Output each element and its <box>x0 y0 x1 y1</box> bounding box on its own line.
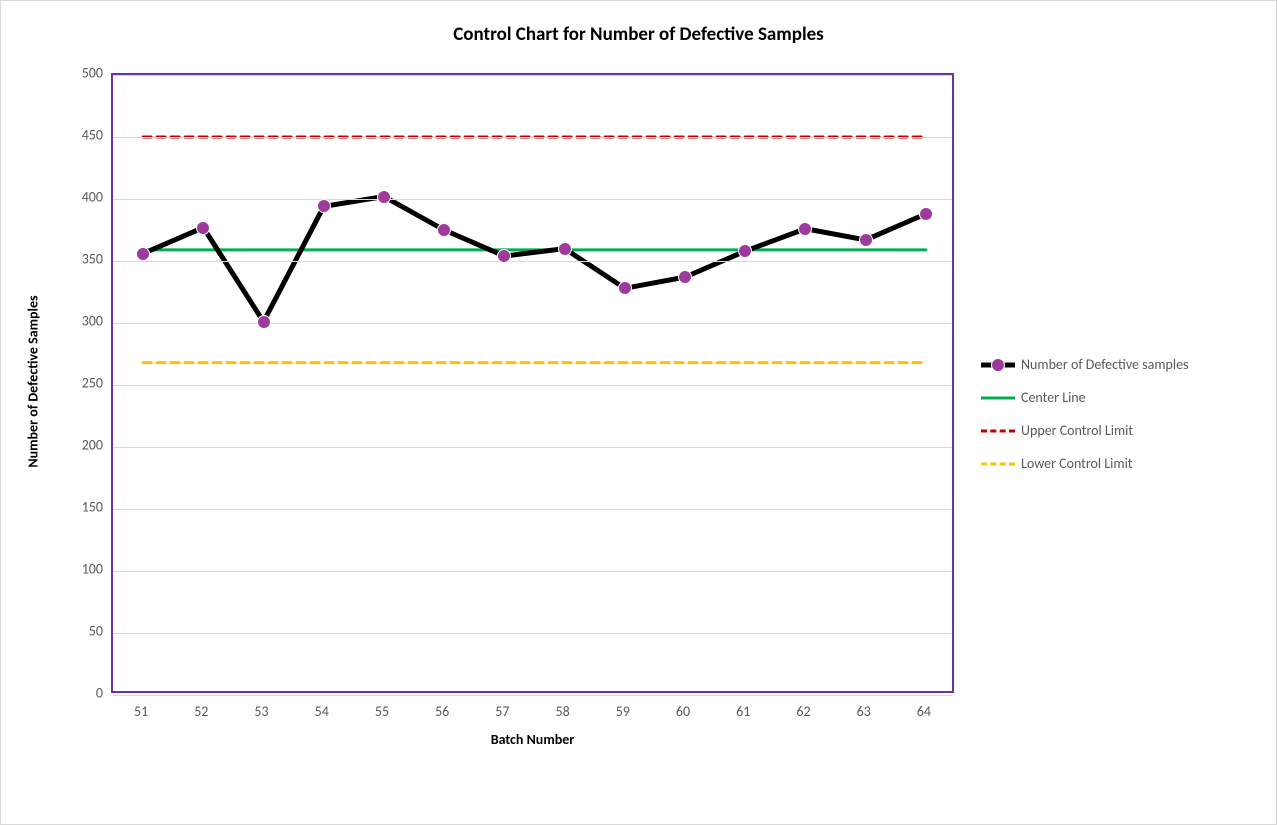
y-axis-title: Number of Defective Samples <box>25 282 42 482</box>
y-tick-label: 200 <box>63 437 103 454</box>
legend-item-center: Center Line <box>981 389 1189 406</box>
data-marker <box>136 247 150 261</box>
x-tick-label: 59 <box>616 703 630 720</box>
legend-label-defective: Number of Defective samples <box>1021 356 1189 373</box>
x-tick-label: 55 <box>375 703 389 720</box>
legend-swatch-ucl <box>981 423 1015 439</box>
legend-swatch-center <box>981 390 1015 406</box>
data-marker <box>437 223 451 237</box>
gridline <box>113 323 952 324</box>
legend-label-lcl: Lower Control Limit <box>1021 455 1132 472</box>
x-tick-label: 52 <box>194 703 208 720</box>
data-marker <box>377 190 391 204</box>
plot-area <box>111 73 954 693</box>
y-tick-label: 50 <box>63 623 103 640</box>
legend-swatch-lcl <box>981 456 1015 472</box>
gridline <box>113 447 952 448</box>
legend: Number of Defective samples Center Line … <box>981 356 1189 488</box>
legend-item-defective: Number of Defective samples <box>981 356 1189 373</box>
legend-label-center: Center Line <box>1021 389 1086 406</box>
x-axis-title: Batch Number <box>111 731 954 748</box>
x-tick-label: 56 <box>435 703 449 720</box>
x-tick-label: 53 <box>254 703 268 720</box>
x-tick-label: 62 <box>796 703 810 720</box>
y-tick-label: 150 <box>63 499 103 516</box>
y-tick-label: 350 <box>63 251 103 268</box>
gridline <box>113 571 952 572</box>
data-marker <box>497 249 511 263</box>
data-marker <box>678 270 692 284</box>
x-tick-label: 61 <box>736 703 750 720</box>
legend-swatch-defective <box>981 357 1015 373</box>
y-tick-label: 400 <box>63 189 103 206</box>
y-tick-label: 450 <box>63 127 103 144</box>
chart-title: Control Chart for Number of Defective Sa… <box>1 23 1276 46</box>
chart-container: Control Chart for Number of Defective Sa… <box>0 0 1277 825</box>
x-tick-label: 60 <box>676 703 690 720</box>
data-marker <box>317 199 331 213</box>
data-marker <box>919 207 933 221</box>
data-marker <box>859 233 873 247</box>
legend-label-ucl: Upper Control Limit <box>1021 422 1133 439</box>
x-tick-label: 51 <box>134 703 148 720</box>
data-marker <box>618 281 632 295</box>
gridline <box>113 695 952 696</box>
data-marker <box>738 244 752 258</box>
gridline <box>113 385 952 386</box>
gridline <box>113 261 952 262</box>
gridline <box>113 137 952 138</box>
x-tick-label: 63 <box>857 703 871 720</box>
data-marker <box>257 315 271 329</box>
x-tick-label: 58 <box>555 703 569 720</box>
gridline <box>113 633 952 634</box>
x-tick-label: 57 <box>495 703 509 720</box>
gridline <box>113 509 952 510</box>
legend-item-ucl: Upper Control Limit <box>981 422 1189 439</box>
data-marker <box>558 242 572 256</box>
y-tick-label: 0 <box>63 685 103 702</box>
y-tick-label: 500 <box>63 65 103 82</box>
gridline <box>113 75 952 76</box>
y-tick-label: 100 <box>63 561 103 578</box>
data-marker <box>798 222 812 236</box>
y-tick-label: 300 <box>63 313 103 330</box>
y-tick-label: 250 <box>63 375 103 392</box>
x-tick-label: 54 <box>315 703 329 720</box>
x-tick-label: 64 <box>917 703 931 720</box>
gridline <box>113 199 952 200</box>
legend-item-lcl: Lower Control Limit <box>981 455 1189 472</box>
data-marker <box>196 221 210 235</box>
